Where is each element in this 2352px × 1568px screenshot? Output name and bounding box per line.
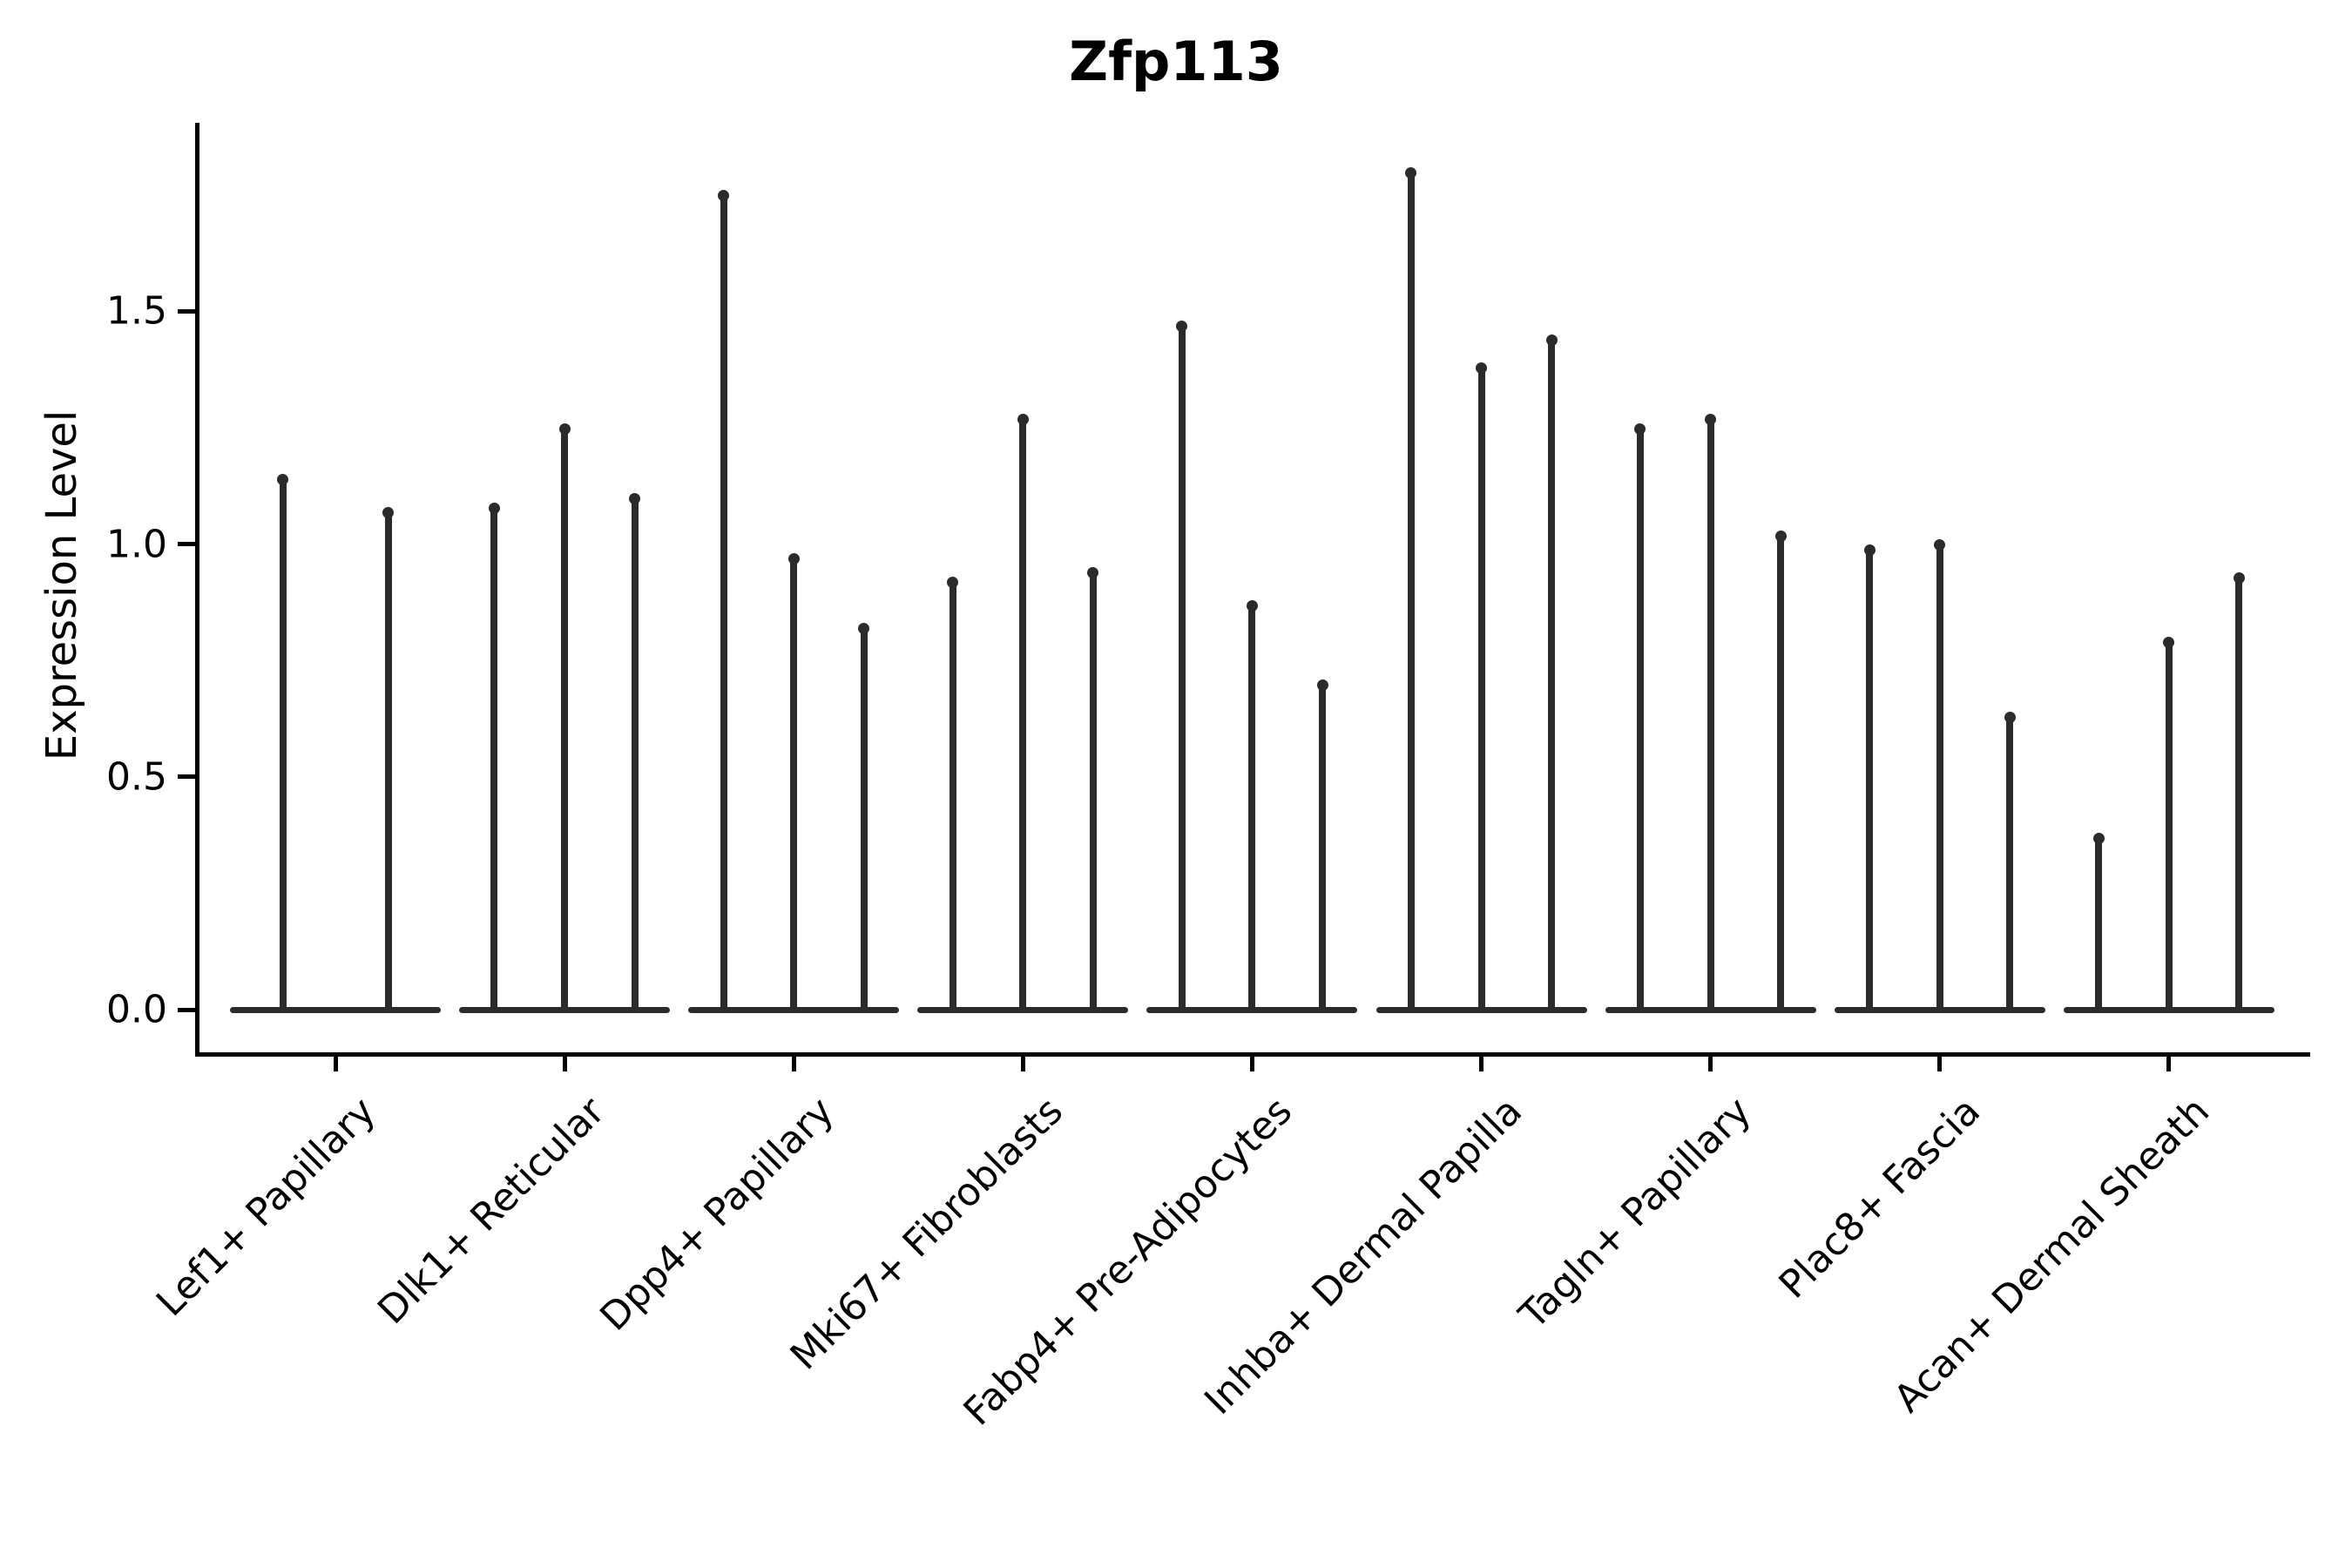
violin-spike bbox=[1248, 603, 1256, 1010]
x-tick-mark bbox=[333, 1056, 338, 1071]
violin-base bbox=[688, 1006, 900, 1013]
chart-title: Zfp113 bbox=[1069, 30, 1283, 93]
y-tick-label: 1.0 bbox=[106, 522, 167, 567]
violin-spike-cap bbox=[1705, 413, 1717, 425]
violin-spike-cap bbox=[1405, 166, 1417, 179]
violin-spike bbox=[1089, 571, 1097, 1010]
x-tick-mark bbox=[1708, 1056, 1713, 1071]
violin-spike bbox=[2235, 575, 2243, 1010]
violin-base bbox=[2063, 1006, 2274, 1013]
violin-spike bbox=[1777, 533, 1785, 1010]
violin-base bbox=[1146, 1006, 1358, 1013]
violin-spike bbox=[1936, 543, 1943, 1010]
violin-spike-cap bbox=[2233, 571, 2245, 584]
violin-spike bbox=[1548, 338, 1556, 1010]
y-tick-mark bbox=[178, 542, 195, 547]
violin-spike-cap bbox=[2163, 637, 2175, 649]
violin-spike-cap bbox=[1316, 679, 1328, 691]
violin-spike bbox=[1636, 426, 1644, 1010]
violin-spike-cap bbox=[558, 422, 571, 435]
violin-base bbox=[1605, 1006, 1816, 1013]
violin-spike-cap bbox=[787, 553, 800, 565]
x-tick-mark bbox=[562, 1056, 567, 1071]
violin-spike-cap bbox=[1246, 599, 1258, 612]
violin-spike bbox=[1477, 366, 1485, 1010]
violin-spike bbox=[1019, 416, 1027, 1010]
violin-spike bbox=[1178, 324, 1186, 1010]
violin-spike bbox=[384, 510, 392, 1010]
y-tick-mark bbox=[178, 1007, 195, 1012]
y-tick-label: 1.5 bbox=[106, 288, 167, 334]
violin-spike-cap bbox=[382, 506, 394, 518]
y-axis-line bbox=[195, 123, 199, 1057]
violin-spike-cap bbox=[488, 502, 500, 514]
violin-spike-cap bbox=[718, 190, 730, 202]
violin-base bbox=[917, 1006, 1129, 1013]
violin-spike bbox=[631, 496, 639, 1010]
violin-spike-cap bbox=[2092, 832, 2105, 844]
violin-spike-cap bbox=[277, 474, 288, 486]
x-tick-mark bbox=[2166, 1056, 2172, 1071]
violin-spike-cap bbox=[1634, 422, 1646, 435]
violin-spike-cap bbox=[1087, 567, 1099, 579]
y-tick-mark bbox=[178, 308, 195, 314]
violin-spike-cap bbox=[858, 623, 870, 635]
violin-spike bbox=[1407, 170, 1415, 1010]
violin-spike-cap bbox=[2004, 711, 2016, 723]
violin-base bbox=[459, 1006, 671, 1013]
violin-base bbox=[1834, 1006, 2045, 1013]
violin-spike bbox=[2165, 640, 2173, 1010]
violin-spike bbox=[790, 557, 798, 1010]
violin-spike bbox=[490, 505, 498, 1010]
violin-spike-cap bbox=[1934, 539, 1946, 551]
x-tick-mark bbox=[1249, 1056, 1254, 1071]
y-tick-label: 0.0 bbox=[106, 987, 167, 1032]
violin-spike bbox=[2006, 714, 2014, 1010]
violin-spike-cap bbox=[1545, 335, 1558, 347]
x-tick-mark bbox=[1479, 1056, 1484, 1071]
violin-spike bbox=[949, 580, 956, 1010]
violin-spike-cap bbox=[1774, 530, 1787, 542]
violin-spike-cap bbox=[947, 577, 959, 588]
x-tick-mark bbox=[1937, 1056, 1943, 1071]
y-tick-label: 0.5 bbox=[106, 754, 167, 800]
violin-spike bbox=[2095, 835, 2103, 1010]
violin-spike-cap bbox=[1017, 413, 1029, 425]
violin-base bbox=[230, 1006, 441, 1013]
violin-base bbox=[1375, 1006, 1587, 1013]
violin-spike bbox=[279, 477, 287, 1010]
violin-spike bbox=[720, 193, 727, 1010]
x-tick-mark bbox=[1020, 1056, 1025, 1071]
violin-spike bbox=[860, 626, 868, 1010]
violin-spike-cap bbox=[1176, 321, 1188, 333]
violin-spike-cap bbox=[1476, 362, 1487, 375]
x-axis-line bbox=[195, 1052, 2310, 1057]
violin-spike bbox=[1707, 416, 1714, 1010]
violin-spike bbox=[1319, 682, 1327, 1010]
y-axis-label: Expression Level bbox=[37, 409, 86, 761]
violin-spike bbox=[1866, 547, 1874, 1010]
y-tick-mark bbox=[178, 774, 195, 780]
violin-spike-cap bbox=[1863, 544, 1876, 556]
violin-spike bbox=[561, 426, 569, 1010]
x-tick-mark bbox=[791, 1056, 796, 1071]
violin-spike-cap bbox=[629, 492, 641, 504]
